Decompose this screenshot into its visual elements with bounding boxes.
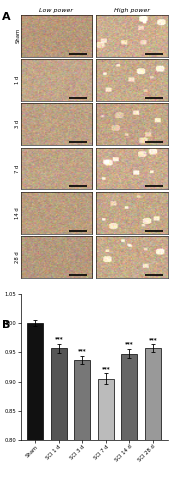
Title: High power: High power — [114, 8, 150, 13]
Y-axis label: 1 d: 1 d — [15, 76, 20, 84]
Y-axis label: 7 d: 7 d — [15, 164, 20, 172]
Bar — [51, 348, 67, 500]
Title: Low power: Low power — [39, 8, 73, 13]
Y-axis label: 28 d: 28 d — [15, 251, 20, 262]
Bar — [98, 378, 114, 500]
Bar — [121, 354, 137, 500]
Text: ***: *** — [102, 366, 110, 371]
Y-axis label: Sham: Sham — [15, 28, 20, 44]
Text: A: A — [2, 12, 10, 22]
Text: ***: *** — [149, 337, 157, 342]
Y-axis label: 3 d: 3 d — [15, 120, 20, 128]
Text: ***: *** — [125, 342, 134, 346]
Text: B: B — [2, 320, 10, 330]
Text: ***: *** — [78, 348, 87, 354]
Text: ***: *** — [54, 336, 63, 342]
Bar — [145, 348, 161, 500]
Y-axis label: 14 d: 14 d — [15, 207, 20, 218]
Bar — [74, 360, 90, 500]
Bar — [27, 323, 43, 500]
